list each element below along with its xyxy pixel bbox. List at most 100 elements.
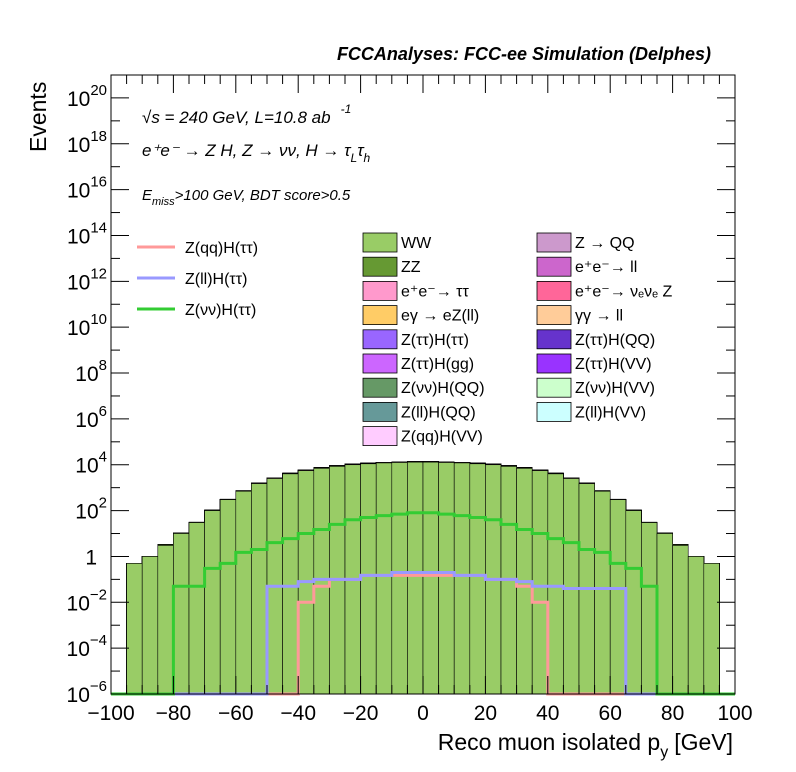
legend-swatch-10: [536, 256, 572, 277]
y-tick-label: 1012: [67, 265, 107, 294]
x-tick-label: 0: [417, 702, 429, 725]
y-tick-label: 1018: [67, 128, 107, 157]
y-tick-label: 1: [85, 546, 97, 569]
y-tick-label: 10−2: [67, 586, 107, 615]
bar-0-21: [438, 462, 455, 695]
bar-0-34: [641, 522, 658, 695]
x-tick-label: −20: [343, 702, 379, 725]
x-tick-label: −40: [280, 702, 316, 725]
bar-0-1: [126, 563, 143, 695]
x-tick-label: 20: [474, 702, 497, 725]
bar-0-32: [609, 499, 627, 695]
legend-swatch-2: [362, 280, 398, 301]
legend-label: Z(ττ)H(VV): [575, 356, 652, 373]
legend-label: Z(ll)H(QQ): [401, 404, 476, 421]
y-tick-label: 1010: [67, 311, 107, 340]
bar-0-8: [235, 490, 252, 695]
legend-swatch-4: [362, 329, 398, 350]
y-tick-label: 1014: [67, 219, 107, 248]
y-axis-ticks: 10−6 10−4 10−2 1 102 104 106 108 1010 1012 1014 101…: [67, 74, 735, 707]
bar-0-11: [282, 473, 299, 695]
bar-0-23: [469, 463, 486, 695]
bar-0-3: [157, 545, 174, 695]
legend-swatch-7: [362, 401, 398, 422]
legend-label: Z(ττ)H(QQ): [575, 332, 655, 349]
x-tick-label: 40: [536, 702, 559, 725]
bar-0-22: [453, 462, 471, 695]
x-axis-ticks: −100 −80 −60 −40 −20 0 20 40 60 80 100: [87, 75, 753, 725]
legend-swatch-5: [362, 353, 398, 374]
legend-swatch-12: [536, 305, 572, 326]
x-tick-label: 80: [661, 702, 684, 725]
legend-swatch-14: [536, 353, 572, 374]
legend-label: ZZ: [401, 259, 421, 276]
legend-swatch-16: [536, 401, 572, 422]
legend-label: γγ → ll: [575, 308, 623, 325]
legend-swatch-6: [362, 377, 398, 398]
legend: Z(qq)H(ττ) Z(ll)H(ττ) Z(νν)H(ττ) WW ZZ e⁺e⁻→ …: [137, 232, 672, 447]
bar-0-19: [407, 461, 424, 695]
legend-swatch-3: [362, 305, 398, 326]
bar-0-31: [594, 490, 611, 695]
bar-0-27: [531, 470, 549, 695]
legend-label: eγ → eZ(ll): [401, 308, 479, 325]
bar-0-9: [251, 483, 268, 695]
bar-0-18: [391, 462, 408, 695]
cut-annotation: Emiss>100 GeV, BDT score>0.5: [142, 187, 351, 208]
x-tick-label: −100: [87, 702, 134, 725]
bar-0-5: [188, 522, 205, 695]
legend-swatch-15: [536, 377, 572, 398]
bar-0-2: [141, 556, 159, 695]
bar-0-13: [313, 467, 330, 695]
bar-0-37: [687, 556, 705, 695]
x-tick-label: 100: [717, 702, 752, 725]
bar-0-33: [625, 510, 642, 695]
y-tick-label: 108: [75, 357, 107, 386]
chart-title: FCCAnalyses: FCC-ee Simulation (Delphes): [337, 44, 711, 64]
legend-label: Z(ll)H(ττ): [185, 271, 247, 288]
bar-0-28: [547, 473, 564, 695]
bar-0-20: [422, 461, 439, 695]
legend-swatch-1: [362, 256, 398, 277]
legend-label: Z(qq)H(ττ): [185, 240, 258, 257]
y-tick-label: 102: [75, 495, 107, 524]
y-tick-label: 1016: [67, 174, 107, 203]
legend-swatch-0: [362, 232, 398, 253]
bar-0-29: [563, 478, 580, 695]
bar-0-38: [703, 563, 720, 695]
y-tick-label: 10−4: [67, 632, 107, 661]
legend-swatch-13: [536, 329, 572, 350]
process-annotation: e⁺e⁻ → Z H, Z → νν, H → τLτh: [142, 141, 371, 165]
legend-label: WW: [401, 235, 432, 252]
legend-label: Z(ll)H(VV): [575, 404, 646, 421]
legend-swatch-8: [362, 426, 398, 447]
y-tick-label: 104: [75, 449, 107, 478]
bar-0-36: [672, 545, 689, 695]
y-tick-label: 106: [75, 403, 107, 432]
legend-label: e⁺e⁻→ ττ: [401, 283, 469, 300]
bar-0-16: [360, 463, 377, 695]
bar-0-35: [656, 533, 673, 695]
legend-swatch-9: [536, 232, 572, 253]
legend-swatch-11: [536, 280, 572, 301]
x-tick-label: −80: [156, 702, 192, 725]
legend-label: Z(ττ)H(gg): [401, 356, 474, 373]
y-axis-label: Events: [25, 82, 51, 152]
bar-0-17: [375, 462, 393, 695]
y-tick-label: 10−6: [67, 678, 107, 707]
legend-label: e⁺e⁻→ ll: [575, 259, 637, 276]
legend-label: Z → QQ: [575, 235, 635, 252]
bar-0-4: [173, 533, 190, 695]
y-tick-label: 1020: [67, 82, 107, 111]
x-tick-label: −60: [218, 702, 254, 725]
legend-label: e⁺e⁻→ νₑνₑ Z: [575, 283, 672, 300]
x-tick-label: 60: [599, 702, 622, 725]
legend-label: Z(νν)H(QQ): [401, 380, 485, 397]
legend-label: Z(νν)H(ττ): [185, 302, 256, 319]
legend-label: Z(ττ)H(ττ): [401, 332, 469, 349]
bar-0-7: [219, 499, 237, 695]
x-axis-label: Reco muon isolated py [GeV]: [438, 729, 733, 761]
energy-annotation: √s = 240 GeV, L=10.8 ab -1: [142, 102, 351, 127]
bar-0-6: [204, 510, 221, 695]
